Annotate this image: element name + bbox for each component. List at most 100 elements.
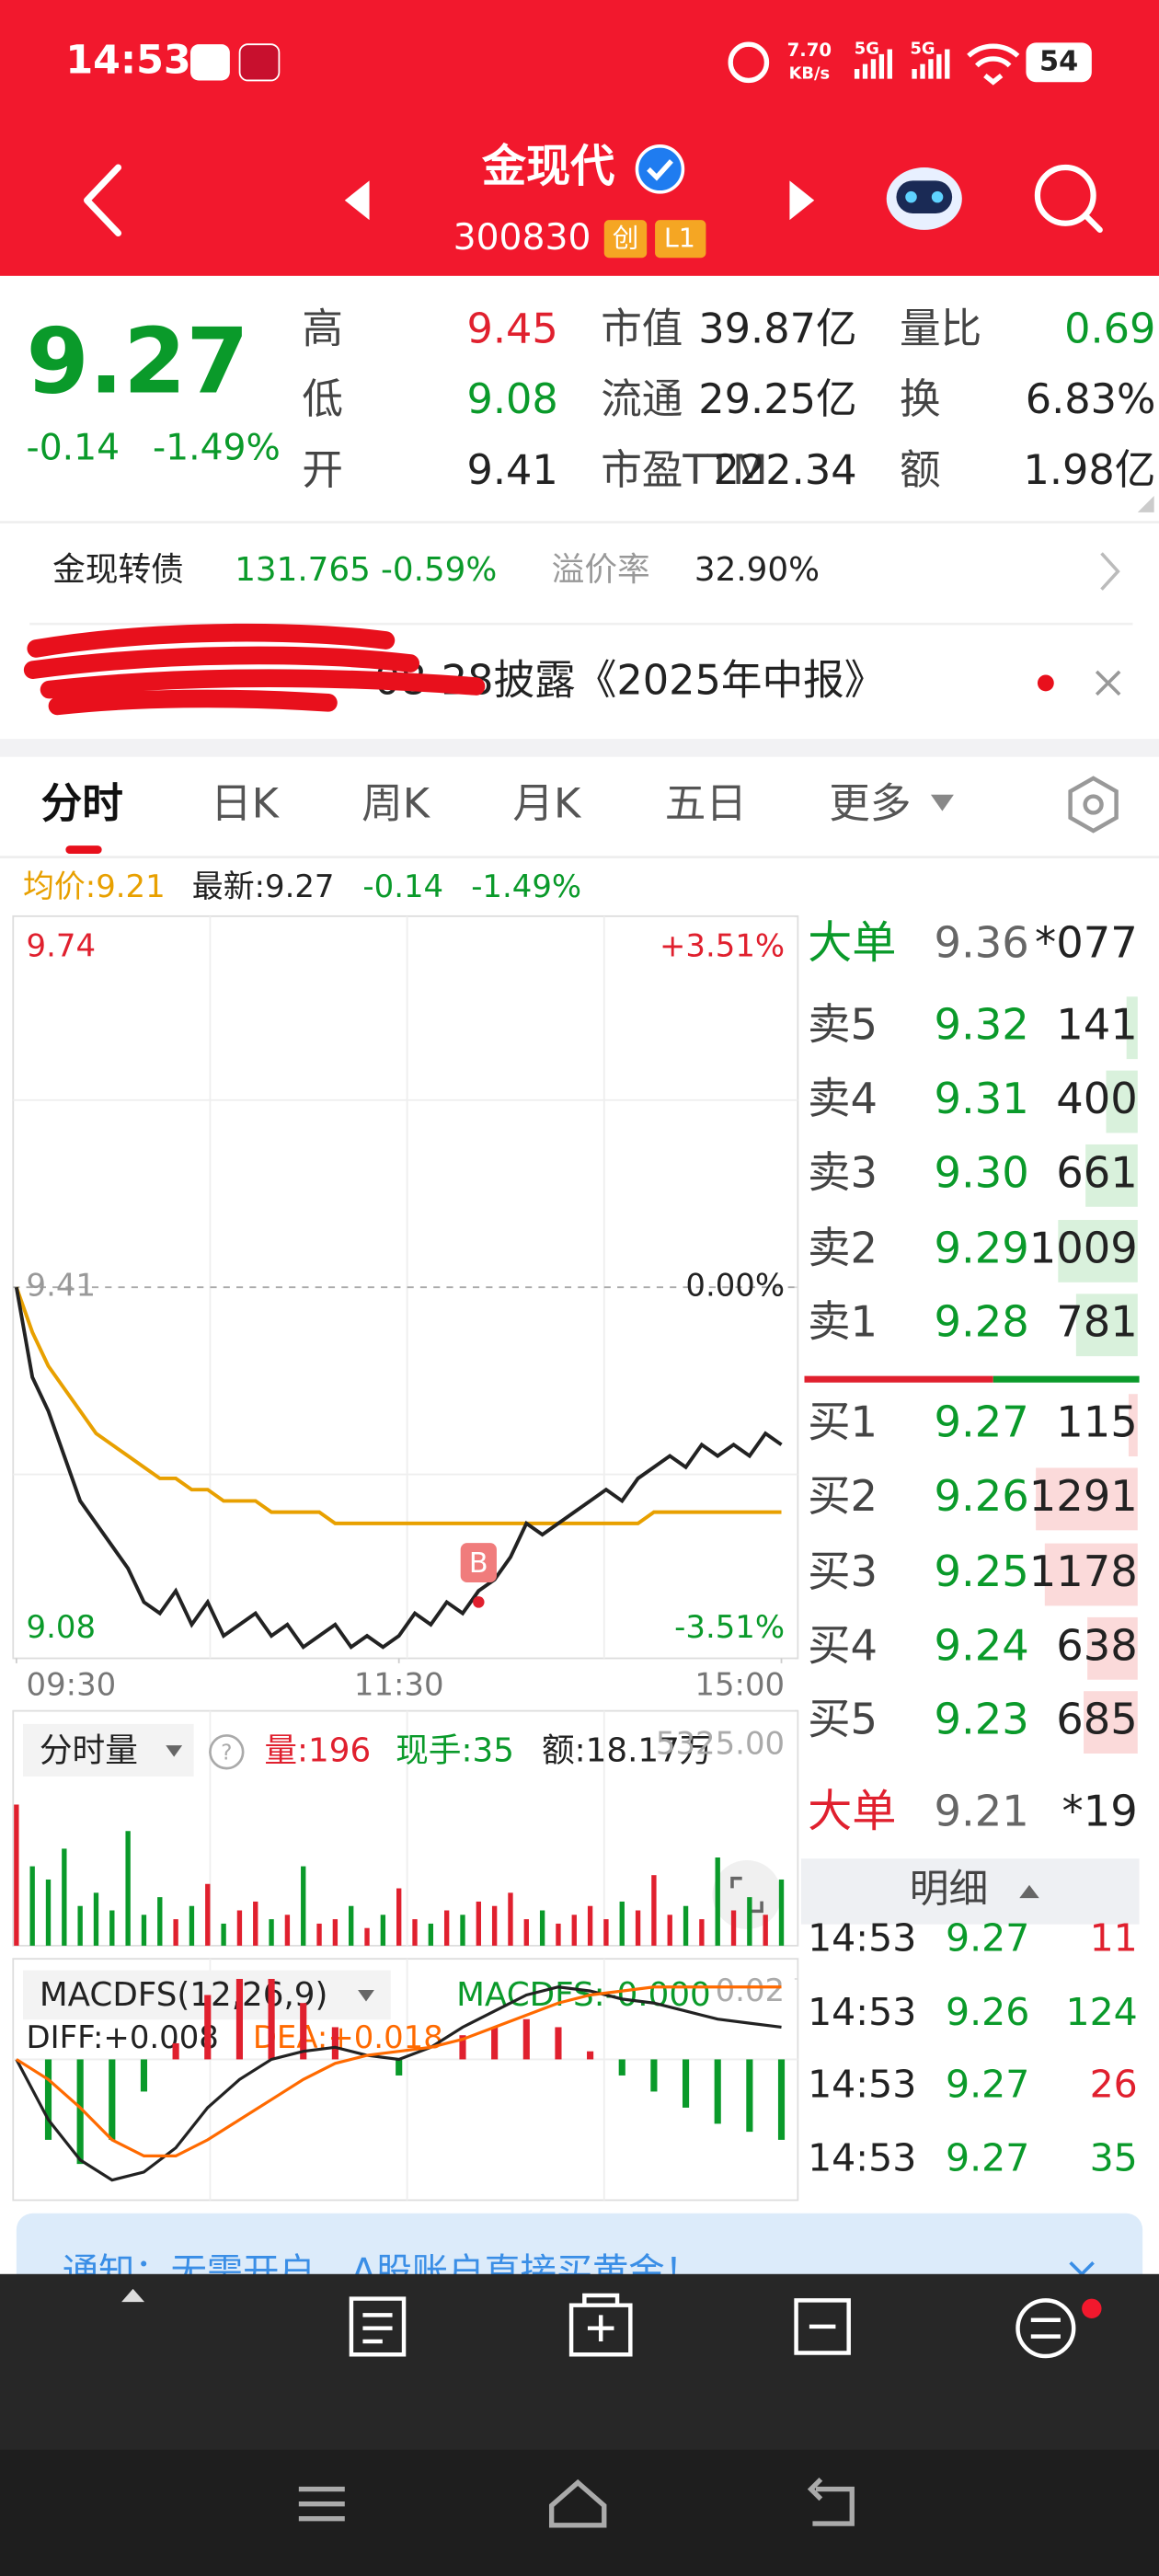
signal-icon [854,49,892,79]
macd-bar [204,1995,212,2060]
settings-center [1083,794,1104,815]
volume-bar [635,1910,641,1946]
volume-bar [253,1901,258,1946]
trade-time: 14:53 [808,1990,916,2034]
trade-price: 9.27 [946,1916,1029,1961]
volume-bar [443,1910,450,1946]
nav-menu[interactable] [298,2486,345,2522]
robot-button[interactable] [886,167,962,230]
y2-tick-label: +3.51% [660,927,785,963]
volume-bar [715,1857,720,1946]
stat-value: 9.08 [466,375,557,423]
volume-bar [301,1866,306,1946]
macd-bar [777,2059,786,2140]
tab[interactable]: 五日 [665,779,747,827]
macd-bar [109,2059,116,2140]
search-handle [1082,212,1103,233]
volume-depth-bar [1058,1220,1138,1282]
book-label: 买4 [808,1620,878,1670]
detail-header[interactable] [800,1858,1140,1925]
book-price: 9.28 [934,1297,1028,1347]
diff-line [15,1985,782,2182]
volume-bar [730,1910,737,1946]
volume-bar [556,1923,561,1946]
big-order-volume: *077 [1035,917,1138,967]
volume-bar [157,1897,163,1946]
stat-value: 39.87亿 [698,305,856,353]
bond-name: 金现转债 [52,551,184,589]
net-type: 5G [910,40,935,59]
expand-arrow[interactable] [121,2288,145,2303]
volume-title: 分时量 [40,1731,138,1769]
trade-volume: 124 [1065,1990,1137,2034]
big-order-price: 9.36 [934,917,1028,967]
book-volume: 1178 [1029,1547,1138,1596]
volume-bar [619,1901,625,1946]
dropdown-arrow [358,1990,374,2002]
net-type: 5G [855,40,879,59]
close-news[interactable] [1095,670,1121,696]
volume-selector[interactable] [22,1723,194,1777]
back-button[interactable] [84,164,122,236]
volume-bar [189,1905,195,1946]
convertible-row[interactable]: 金现转债 131.765 -0.59% 溢价率 32.90% [52,551,1120,591]
volume-bar [14,1804,19,1946]
badge [655,220,706,259]
badge [603,220,648,259]
volume-depth-bar [1106,1070,1138,1133]
book-label: 卖1 [808,1297,878,1347]
tab[interactable]: 更多 [829,779,911,827]
nav-back[interactable] [807,2477,855,2526]
volume-bar [221,1923,226,1946]
trade-marker [460,1543,497,1583]
tab[interactable]: 日K [211,779,281,827]
dropdown-arrow [166,1745,183,1757]
fullscreen-button[interactable] [712,1860,782,1930]
verified-check [647,159,673,181]
menu-icon [1016,2298,1076,2359]
book-volume: 781 [1056,1297,1138,1347]
book-label: 卖2 [808,1223,878,1272]
macd-bar [300,2003,307,2060]
header-bg [0,0,1159,276]
redaction [23,623,486,716]
next-stock[interactable] [789,180,815,221]
remove-icon [794,2298,851,2355]
y2-tick-label: 0.00% [685,1268,785,1304]
volume-bar [651,1875,657,1946]
help-icon[interactable] [209,1734,245,1770]
volume-bar [141,1915,147,1946]
trade-time: 14:53 [808,2062,916,2106]
tab[interactable]: 月K [512,779,582,827]
volume-bar [412,1919,418,1946]
volume-bar [45,1879,52,1946]
search-button[interactable] [1034,164,1096,226]
trade-price: 9.26 [946,1990,1029,2034]
volume-depth-bar [1044,1543,1138,1606]
book-label: 卖3 [808,1147,878,1197]
nav-home[interactable] [548,2478,607,2528]
volume-bar [508,1892,513,1946]
settings-button[interactable] [1068,776,1119,834]
badge-text: L1 [664,223,695,254]
macd-bar [172,2042,179,2060]
big-order-volume: *19 [1062,1787,1138,1836]
dropdown-arrow [930,794,954,811]
book-label: 买3 [808,1547,878,1596]
volume-bar [236,1910,243,1946]
prev-stock[interactable] [344,180,370,221]
volume-bar [523,1919,529,1946]
menu-lines [1030,2317,1061,2339]
x-tick-label: 11:30 [354,1666,444,1702]
macd-bar [618,2059,625,2076]
y2-tick-label: -3.51% [674,1609,785,1645]
macd-bar [555,2027,562,2060]
macd-bar [587,2051,594,2060]
volume-bar [269,1919,274,1946]
tab[interactable]: 周K [361,779,431,827]
tab[interactable]: 分时 [41,779,123,827]
menu-badge [1082,2298,1102,2318]
trade-time: 14:53 [808,2136,916,2180]
macd-bar [714,2059,721,2124]
